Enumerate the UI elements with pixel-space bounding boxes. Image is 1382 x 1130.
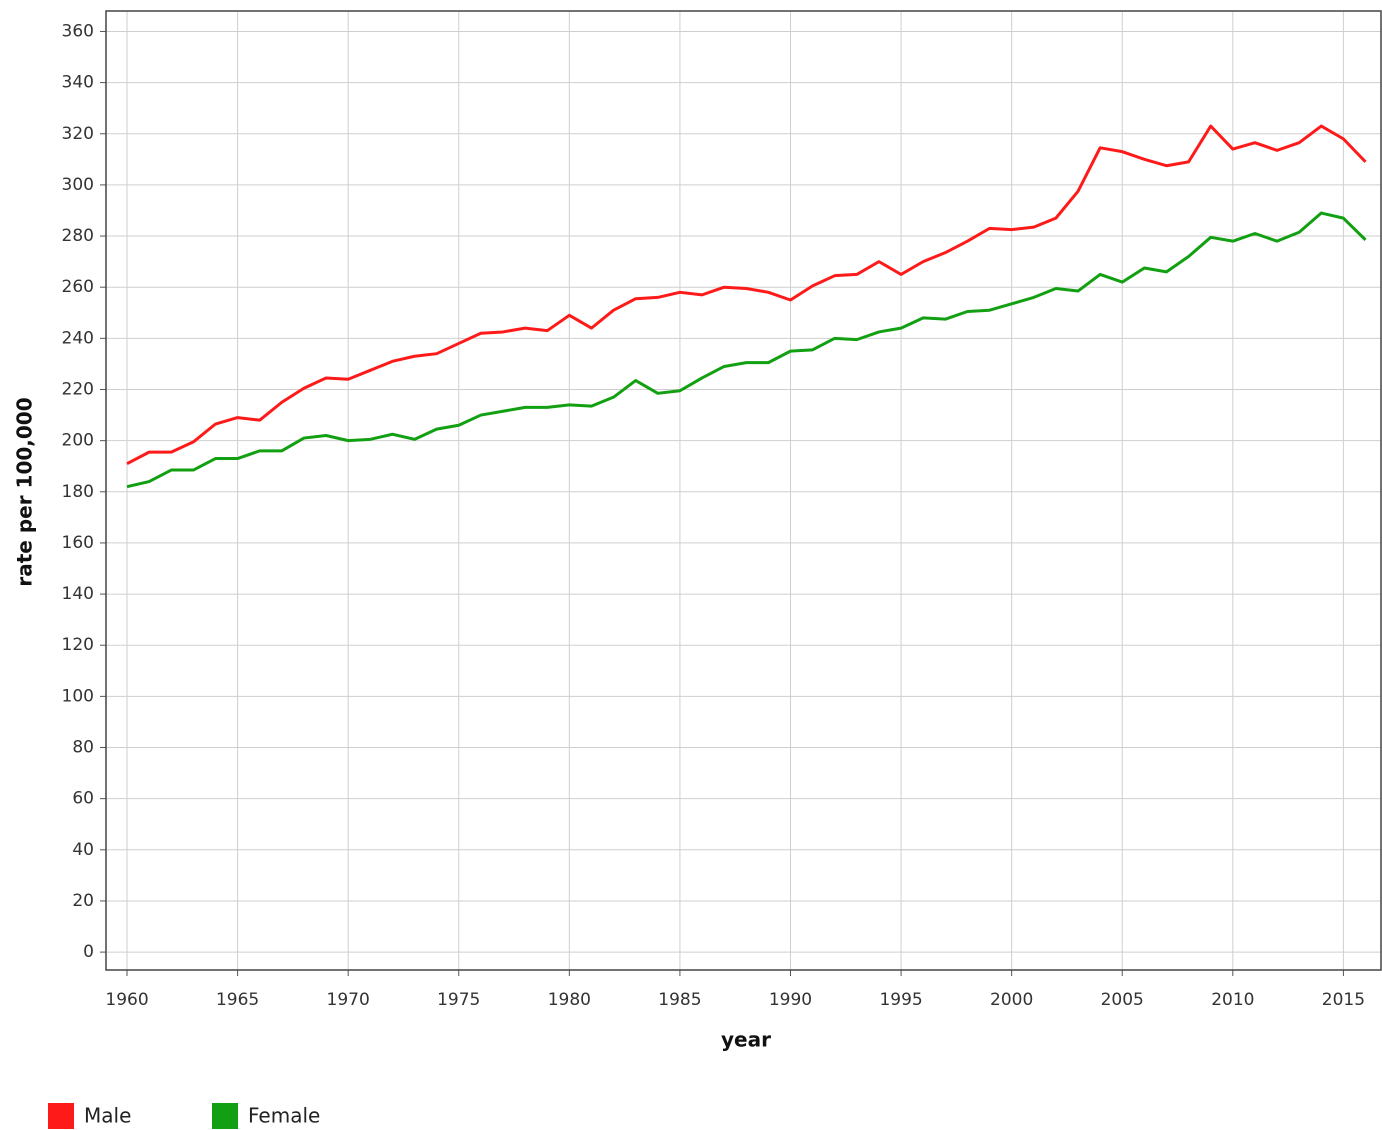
x-tick-label: 1965 — [216, 990, 259, 1010]
x-tick-label: 1970 — [327, 990, 370, 1010]
x-tick-label: 2005 — [1101, 990, 1144, 1010]
legend-label: Male — [84, 1104, 131, 1128]
x-tick-label: 1995 — [879, 990, 922, 1010]
x-tick-label: 1975 — [437, 990, 480, 1010]
y-tick-label: 80 — [72, 738, 94, 758]
x-tick-label: 1985 — [658, 990, 701, 1010]
x-tick-label: 2000 — [990, 990, 1033, 1010]
line-series — [126, 124, 1367, 465]
y-axis-title: rate per 100,000 — [13, 397, 37, 586]
x-tick-label: 1990 — [769, 990, 812, 1010]
y-tick-label: 340 — [62, 73, 94, 93]
y-tick-label: 220 — [62, 379, 94, 399]
y-tick-label: 120 — [62, 635, 94, 655]
x-tick-label: 2015 — [1322, 990, 1365, 1010]
y-tick-label: 40 — [72, 840, 94, 860]
legend-swatch — [48, 1103, 74, 1129]
legend-swatch — [212, 1103, 238, 1129]
x-axis-title: year — [721, 1028, 771, 1052]
y-tick-label: 200 — [62, 431, 94, 451]
y-tick-label: 320 — [62, 124, 94, 144]
y-tick-label: 260 — [62, 277, 94, 297]
x-tick-label: 1980 — [548, 990, 591, 1010]
y-tick-label: 0 — [83, 942, 94, 962]
y-tick-label: 240 — [62, 328, 94, 348]
line-series — [126, 211, 1367, 489]
y-tick-label: 300 — [62, 175, 94, 195]
y-tick-label: 360 — [62, 21, 94, 41]
x-tick-label: 2010 — [1211, 990, 1254, 1010]
y-tick-label: 140 — [62, 584, 94, 604]
y-tick-label: 280 — [62, 226, 94, 246]
y-tick-label: 160 — [62, 533, 94, 553]
x-tick-label: 1960 — [105, 990, 148, 1010]
y-tick-label: 180 — [62, 482, 94, 502]
legend-label: Female — [248, 1104, 320, 1128]
y-tick-label: 60 — [72, 789, 94, 809]
plot-frame — [105, 10, 1382, 971]
y-tick-label: 20 — [72, 891, 94, 911]
y-tick-label: 100 — [62, 686, 94, 706]
